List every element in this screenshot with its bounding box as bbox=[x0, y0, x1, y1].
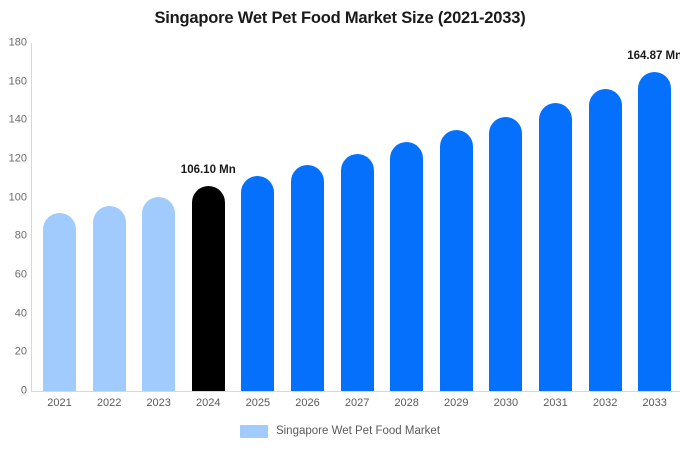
y-axis-tick-label: 60 bbox=[14, 268, 27, 281]
bar-2027[interactable] bbox=[340, 153, 374, 391]
legend-swatch-singapore-wet-pet-food-market bbox=[239, 425, 268, 438]
y-axis-tick-labels: 0 20 40 60 80 100 120 140 160 180 bbox=[0, 0, 27, 450]
x-axis-tick-label: 2026 bbox=[295, 397, 320, 409]
bar-2026[interactable] bbox=[291, 165, 324, 391]
y-axis-tick-label: 100 bbox=[8, 191, 27, 204]
x-axis-tick-label: 2028 bbox=[394, 397, 419, 409]
x-axis-tick-label: 2031 bbox=[543, 397, 568, 409]
x-axis-tick-label: 2027 bbox=[344, 397, 370, 409]
bar-2033[interactable] bbox=[638, 72, 672, 391]
y-axis-tick-label: 120 bbox=[8, 152, 27, 165]
chart-legend: Singapore Wet Pet Food Market bbox=[0, 425, 680, 438]
x-axis-line bbox=[31, 391, 680, 392]
bar-2030[interactable] bbox=[489, 116, 523, 391]
y-axis-tick-label: 20 bbox=[14, 345, 27, 358]
bar-2028[interactable] bbox=[390, 142, 424, 391]
bar-value-label-2024: 106.10 Mn bbox=[180, 163, 236, 176]
plot-area bbox=[31, 43, 680, 391]
bar-2025[interactable] bbox=[241, 175, 275, 391]
y-axis-tick-label: 180 bbox=[8, 36, 27, 49]
x-axis-tick-label: 2032 bbox=[592, 397, 618, 409]
bar-2024[interactable] bbox=[191, 185, 225, 391]
bar-2029[interactable] bbox=[439, 129, 473, 391]
legend-label-singapore-wet-pet-food-market: Singapore Wet Pet Food Market bbox=[275, 424, 441, 437]
bar-2022[interactable] bbox=[92, 205, 126, 391]
x-axis-tick-label: 2021 bbox=[47, 397, 72, 409]
x-axis-tick-label: 2029 bbox=[444, 397, 469, 409]
bar-2032[interactable] bbox=[588, 88, 622, 391]
bar-2023[interactable] bbox=[142, 196, 176, 391]
y-axis-tick-label: 140 bbox=[8, 113, 27, 126]
bar-value-label-2033: 164.87 Mn bbox=[627, 50, 680, 63]
x-axis-tick-label: 2025 bbox=[245, 397, 271, 409]
y-axis-tick-label: 0 bbox=[20, 384, 27, 397]
y-axis-tick-label: 40 bbox=[14, 307, 27, 320]
x-axis-tick-label: 2033 bbox=[642, 397, 667, 409]
y-axis-tick-label: 80 bbox=[14, 229, 27, 242]
bar-2031[interactable] bbox=[539, 103, 572, 391]
x-axis-tick-label: 2024 bbox=[196, 397, 221, 409]
x-axis-tick-label: 2022 bbox=[96, 397, 122, 409]
chart-title: Singapore Wet Pet Food Market Size (2021… bbox=[154, 9, 526, 27]
y-axis-line bbox=[31, 43, 32, 391]
y-axis-tick-label: 160 bbox=[8, 75, 27, 88]
bar-2021[interactable] bbox=[43, 213, 76, 391]
x-axis-tick-label: 2030 bbox=[493, 397, 519, 409]
x-axis-tick-label: 2023 bbox=[146, 397, 171, 409]
